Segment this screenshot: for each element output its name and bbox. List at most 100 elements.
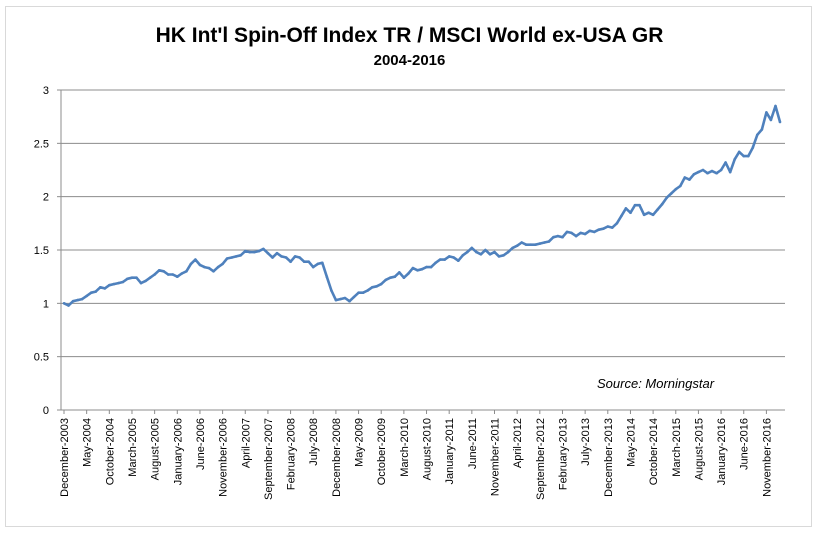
x-tick-label: November-2011: [490, 418, 502, 496]
data-point: [339, 297, 342, 301]
x-tick-label: August-2015: [693, 418, 705, 480]
chart-subtitle: 2004-2016: [373, 52, 446, 69]
data-point: [198, 263, 202, 267]
data-point: [289, 260, 292, 264]
data-point: [94, 290, 97, 293]
y-tick-label: 3: [43, 85, 49, 97]
data-point: [742, 154, 745, 158]
data-point: [506, 250, 510, 254]
data-point: [737, 150, 741, 154]
data-point: [620, 214, 623, 218]
data-point: [76, 298, 79, 302]
data-point: [348, 299, 351, 303]
data-point: [153, 273, 156, 276]
data-point: [493, 250, 496, 254]
data-point: [425, 265, 428, 269]
data-point: [574, 234, 578, 238]
data-point: [669, 192, 673, 195]
data-point: [570, 231, 573, 235]
data-point: [633, 203, 637, 207]
data-point: [524, 243, 528, 246]
data-point: [162, 270, 165, 273]
data-point: [692, 173, 696, 176]
data-point: [176, 275, 179, 279]
data-point: [271, 256, 274, 259]
data-point: [311, 265, 315, 269]
data-point: [697, 170, 700, 174]
x-tick-label: October-2004: [104, 418, 116, 485]
data-point: [402, 276, 406, 280]
data-point: [651, 213, 655, 217]
data-point: [407, 272, 410, 275]
data-point: [597, 228, 600, 231]
chart-title: HK Int'l Spin-Off Index TR / MSCI World …: [155, 24, 664, 47]
data-point: [606, 225, 610, 228]
data-point: [366, 289, 369, 292]
data-point: [765, 111, 768, 114]
data-point: [638, 203, 641, 207]
y-tick-label: 0: [43, 405, 49, 417]
data-point: [171, 273, 175, 276]
x-tick-label: June-2006: [195, 418, 207, 470]
data-point: [556, 234, 560, 238]
data-point: [121, 280, 125, 284]
data-point: [543, 241, 546, 244]
data-point: [325, 275, 329, 279]
data-point: [565, 230, 569, 234]
data-point: [144, 279, 147, 283]
data-point: [112, 282, 116, 286]
data-point: [130, 276, 134, 280]
data-point: [715, 171, 718, 175]
data-point: [602, 227, 605, 230]
x-tick-label: August-2010: [422, 418, 434, 480]
data-point: [629, 211, 632, 214]
data-point: [148, 276, 152, 280]
data-point: [520, 241, 523, 244]
data-point: [769, 118, 773, 122]
data-point: [221, 262, 224, 266]
data-point: [710, 169, 714, 173]
data-point: [778, 120, 782, 124]
data-point: [488, 253, 492, 256]
data-point: [71, 299, 75, 303]
data-point: [352, 295, 356, 299]
data-point: [774, 104, 777, 108]
x-tick-label: May-2014: [625, 418, 637, 467]
data-point: [194, 258, 197, 261]
data-point: [656, 208, 659, 211]
data-point: [724, 161, 727, 164]
data-point: [751, 146, 755, 149]
data-point: [701, 168, 705, 172]
data-point: [497, 255, 501, 258]
data-point: [266, 251, 270, 255]
data-point: [189, 262, 193, 266]
data-point: [642, 213, 646, 217]
data-point: [420, 267, 424, 271]
data-point: [538, 242, 542, 245]
data-point: [357, 291, 360, 295]
data-point: [502, 254, 505, 257]
x-tick-label: January-2016: [716, 418, 728, 485]
y-tick-label: 1: [43, 298, 49, 310]
data-point: [230, 256, 233, 259]
data-point: [647, 211, 650, 214]
x-tick-label: March-2005: [127, 418, 139, 477]
x-tick-label: July-2008: [308, 418, 320, 466]
data-point: [665, 196, 668, 199]
x-tick-label: July-2013: [580, 418, 592, 466]
y-tick-label: 1.5: [34, 245, 49, 257]
data-point: [370, 286, 374, 289]
data-point: [302, 260, 306, 264]
x-tick-label: December-2008: [331, 418, 343, 497]
data-point: [579, 231, 582, 235]
data-point: [515, 244, 519, 247]
data-point: [588, 229, 591, 233]
data-point: [484, 248, 487, 252]
data-point: [166, 273, 170, 276]
data-point: [244, 249, 247, 253]
data-point: [592, 230, 596, 234]
data-point: [434, 261, 437, 265]
data-point: [207, 266, 211, 270]
data-point: [316, 262, 320, 266]
